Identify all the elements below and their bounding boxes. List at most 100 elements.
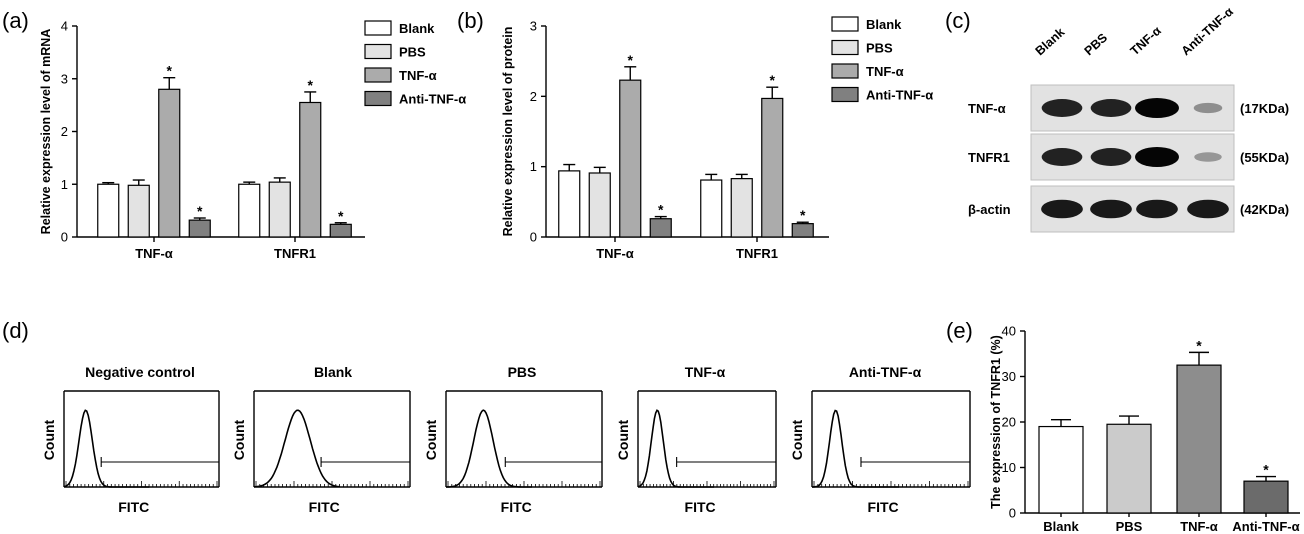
y-axis-label: Relative expression level of mRNA [39,29,53,235]
histogram-curve [811,409,899,488]
lane-label: Anti-TNF-α [1179,4,1237,58]
bar [97,183,120,238]
x-category-label: TNF-α [135,246,173,261]
y-tick-label: 0 [61,230,68,245]
blot-band [1090,99,1132,117]
legend-swatch [364,90,392,107]
bar [1243,480,1289,514]
blot-band [1041,99,1083,117]
y-tick-label: 2 [61,124,68,139]
histogram-curve [253,409,340,488]
x-category-label: TNFR1 [274,246,316,261]
significance-marker: * [770,72,776,88]
y-tick-label: 10 [1002,460,1016,475]
legend-b: Blank PBS TNF-α Anti-TNF-α [831,16,933,103]
significance-marker: * [658,202,664,218]
blot-molecular-weight: (42KDa) [1240,202,1289,217]
bar [188,219,211,238]
significance-marker: * [628,52,634,68]
significance-marker: * [308,77,314,93]
histogram-curve [63,409,150,488]
legend-swatch [831,63,859,79]
bar [158,88,181,238]
chart-a-mrna: 0 1 2 3 4 Relative expression level of mRNA TN… [39,19,365,261]
x-category-label: Blank [1043,519,1079,534]
histogram-x-label: FITC [868,499,899,515]
blot-band [1193,102,1223,114]
bar [1106,423,1152,514]
blot-band [1135,98,1179,118]
legend-swatch [364,20,392,36]
histogram-title: Blank [314,364,352,380]
significance-marker: * [338,208,344,224]
bar [127,184,150,238]
blot-molecular-weight: (55KDa) [1240,150,1289,165]
y-tick-label: 1 [530,159,537,174]
histogram-y-label: Count [615,419,631,460]
histogram-y-label: Count [789,419,805,460]
y-axis-label: The expression of TNFR1 (%) [989,335,1003,509]
histogram-y-label: Count [41,419,57,460]
legend-label: Blank [399,21,435,36]
y-tick-label: 0 [1009,506,1016,521]
legend-swatch [364,43,392,60]
bar [329,223,352,238]
panel-label-d: (d) [2,318,29,343]
legend-swatch [831,16,859,32]
bar [791,223,814,238]
blot-band [1041,148,1083,166]
bar [1176,364,1222,514]
y-tick-label: 1 [61,177,68,192]
histogram-title: Negative control [85,364,195,380]
significance-marker: * [1196,337,1202,353]
legend-swatch [831,86,859,103]
x-category-label: PBS [1116,519,1143,534]
bar [299,101,322,238]
histogram-curve [637,409,714,488]
y-tick-label: 30 [1002,369,1016,384]
blot-band [1041,199,1083,219]
histogram-curve [445,409,532,488]
bar [238,183,261,238]
bar [700,179,723,238]
significance-marker: * [1263,462,1269,478]
bar [619,79,642,238]
y-tick-label: 3 [530,19,537,34]
y-axis-label: Relative expression level of protein [501,27,515,237]
histogram-title: Anti-TNF-α [849,364,922,380]
legend-swatch [364,67,392,83]
significance-marker: * [197,203,203,219]
significance-marker: * [800,207,806,223]
legend-label: Anti-TNF-α [399,92,466,107]
legend-swatch [831,39,859,56]
blot-band [1135,147,1179,167]
lane-label: PBS [1082,31,1110,59]
bar [588,172,611,238]
histogram-title: TNF-α [685,364,726,380]
significance-marker: * [167,63,173,79]
panel-label-c: (c) [945,8,971,33]
blot-molecular-weight: (17KDa) [1240,101,1289,116]
panel-label-e: (e) [946,318,973,343]
bar [730,178,753,238]
histogram-x-label: FITC [501,499,532,515]
legend-label: TNF-α [399,68,437,83]
histogram-x-label: FITC [309,499,340,515]
chart-b-protein: 0 1 2 3 Relative expression level of protein… [501,19,829,261]
x-category-label: TNF-α [1180,519,1218,534]
x-category-label: Anti-TNF-α [1232,519,1299,534]
x-category-label: TNFR1 [736,246,778,261]
blot-row-label: TNF-α [968,101,1006,116]
y-tick-label: 0 [530,230,537,245]
blot-row-label: TNFR1 [968,150,1010,165]
bar [761,97,784,238]
blot-band [1136,199,1178,219]
legend-a: Blank PBS TNF-α Anti-TNF-α [364,20,466,107]
blot-band [1090,199,1132,219]
lane-label: Blank [1033,25,1068,58]
histogram-y-label: Count [231,419,247,460]
legend-label: TNF-α [866,64,904,79]
western-blot: Blank PBS TNF-α Anti-TNF-α TNF-α (17KDa) TNFR1… [968,4,1289,233]
bar [558,170,581,238]
